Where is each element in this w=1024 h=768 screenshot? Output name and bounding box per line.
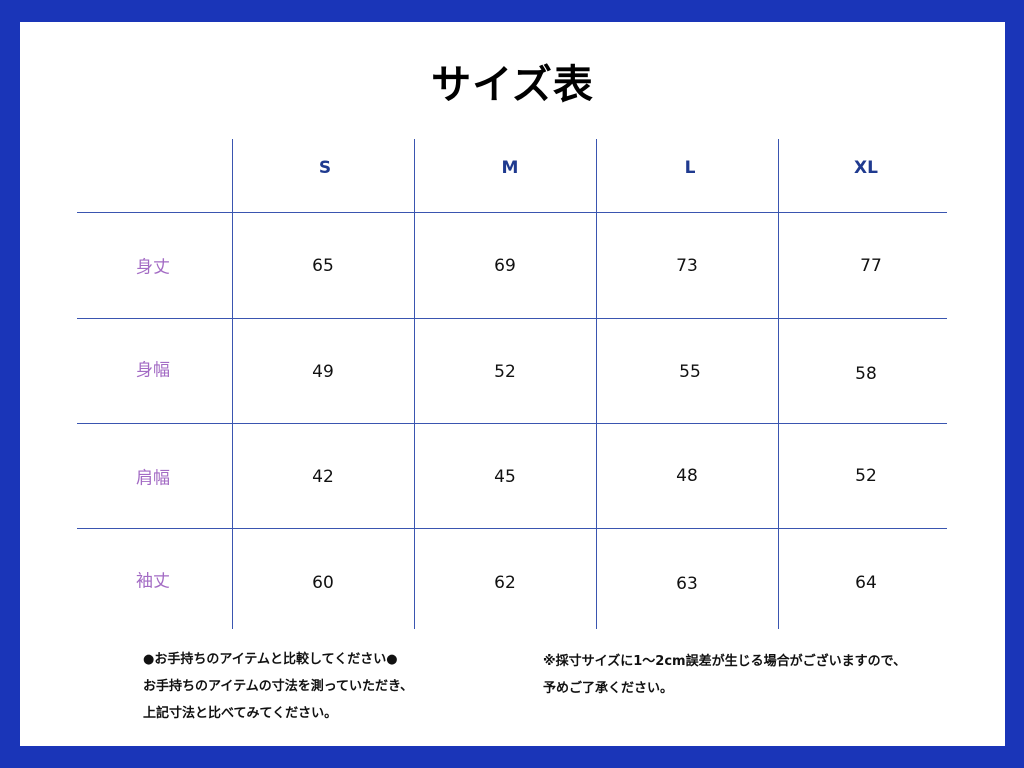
table-cell: 73: [676, 256, 698, 276]
table-cell: 55: [679, 362, 701, 382]
table-cell: 63: [676, 574, 698, 594]
row-header-width: 身幅: [136, 360, 170, 381]
column-header-l: L: [684, 158, 696, 178]
size-table: S M L XL 身丈 65 69 73 77 身幅 49 52 55 58 肩…: [20, 22, 1005, 746]
row-header-length: 身丈: [136, 257, 170, 278]
table-cell: 62: [494, 573, 516, 593]
table-cell: 65: [312, 256, 334, 276]
table-cell: 42: [312, 467, 334, 487]
column-header-s: S: [318, 158, 332, 178]
note-line: ※採寸サイズに1～2cm誤差が生じる場合がございますので、: [543, 654, 907, 669]
table-divider: [596, 139, 597, 629]
size-chart-card: サイズ表 S M L XL 身丈 65 69 73 77 身幅 49 52 55…: [20, 22, 1005, 746]
row-header-shoulder: 肩幅: [136, 468, 170, 489]
page-title: サイズ表: [431, 62, 594, 108]
table-cell: 52: [855, 466, 877, 486]
table-divider: [77, 318, 947, 319]
table-cell: 49: [312, 362, 334, 382]
table-cell: 45: [494, 467, 516, 487]
table-divider: [232, 139, 233, 629]
table-cell: 69: [494, 256, 516, 276]
table-divider: [77, 423, 947, 424]
table-cell: 58: [855, 364, 877, 384]
table-cell: 52: [494, 362, 516, 382]
table-cell: 60: [312, 573, 334, 593]
note-line: 予めご了承ください。: [543, 681, 674, 696]
column-header-m: M: [501, 158, 519, 178]
note-measurement-error: ※採寸サイズに1～2cm誤差が生じる場合がございますので、 予めご了承ください。: [543, 648, 906, 702]
table-cell: 77: [860, 256, 882, 276]
table-cell: 48: [676, 466, 698, 486]
table-divider: [77, 528, 947, 529]
table-divider: [77, 212, 947, 213]
row-header-sleeve: 袖丈: [136, 571, 170, 592]
table-cell: 64: [855, 573, 877, 593]
note-line: ●お手持ちのアイテムと比較してください●: [143, 652, 398, 667]
note-compare: ●お手持ちのアイテムと比較してください● お手持ちのアイテムの寸法を測っていただ…: [143, 646, 413, 727]
note-line: 上記寸法と比べてみてください。: [143, 706, 338, 721]
table-divider: [778, 139, 779, 629]
table-divider: [414, 139, 415, 629]
note-line: お手持ちのアイテムの寸法を測っていただき、: [143, 679, 414, 694]
column-header-xl: XL: [854, 158, 878, 178]
